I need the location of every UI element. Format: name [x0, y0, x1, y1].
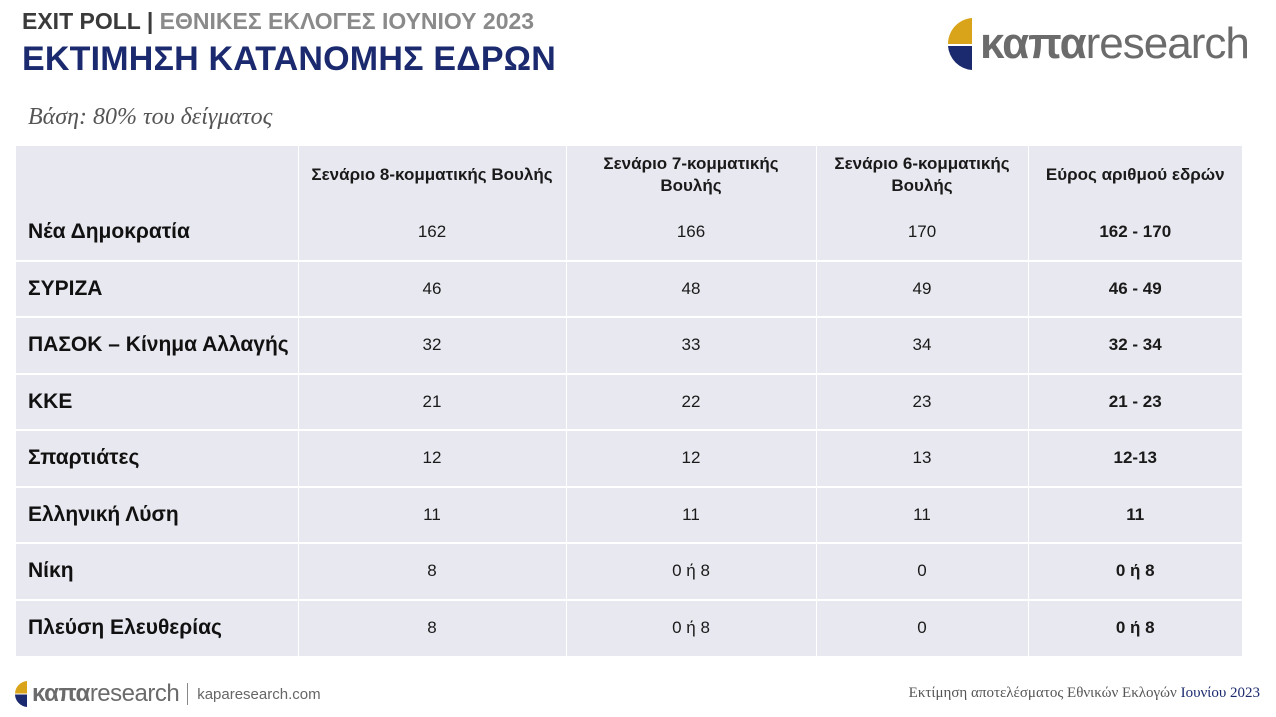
seat-range: 162 - 170 — [1027, 204, 1242, 261]
page-title: ΕΚΤΙΜΗΣΗ ΚΑΤΑΝΟΜΗΣ ΕΔΡΩΝ — [22, 40, 556, 78]
header-scenario-8: Σενάριο 8-κομματικής Βουλής — [297, 146, 566, 204]
footer-wordmark-bold: καπα — [32, 680, 90, 707]
party-name: ΠΑΣΟΚ – Κίνημα Αλλαγής — [16, 316, 298, 374]
party-name: ΚΚΕ — [16, 372, 298, 430]
seats-scenario-7: 12 — [565, 429, 816, 487]
header-overline: EXIT POLL | ΕΘΝΙΚΕΣ ΕΚΛΟΓΕΣ ΙΟΥΝΙΟΥ 2023 — [22, 8, 534, 35]
seats-scenario-8: 32 — [297, 316, 566, 374]
seats-scenario-8: 162 — [297, 204, 566, 261]
election-subtitle: ΕΘΝΙΚΕΣ ΕΚΛΟΓΕΣ ΙΟΥΝΙΟΥ 2023 — [159, 8, 535, 34]
seats-scenario-7: 33 — [565, 316, 816, 374]
table-row: Νίκη 8 0 ή 8 0 0 ή 8 — [16, 542, 1242, 600]
seat-range: 0 ή 8 — [1027, 598, 1242, 656]
seats-scenario-8: 12 — [297, 429, 566, 487]
seats-scenario-6: 23 — [815, 372, 1028, 430]
seats-scenario-6: 34 — [815, 316, 1028, 374]
seats-scenario-7: 0 ή 8 — [565, 542, 816, 600]
party-name: Νέα Δημοκρατία — [28, 219, 190, 243]
seats-scenario-8: 11 — [297, 485, 566, 543]
party-name: Πλεύση Ελευθερίας — [16, 598, 298, 656]
seat-range: 46 - 49 — [1027, 259, 1242, 317]
seats-scenario-8: 46 — [297, 259, 566, 317]
seats-scenario-8: 8 — [297, 542, 566, 600]
footer-logo-mark-icon — [15, 681, 27, 707]
seat-range: 12-13 — [1027, 429, 1242, 487]
logo-wordmark-light: research — [1085, 19, 1250, 68]
seat-range: 11 — [1027, 485, 1242, 543]
exit-poll-label: EXIT POLL — [22, 8, 141, 34]
seats-scenario-8: 21 — [297, 372, 566, 430]
seats-scenario-6: 170 — [815, 204, 1028, 261]
seat-range: 0 ή 8 — [1027, 542, 1242, 600]
table-row: ΚΚΕ 21 22 23 21 - 23 — [16, 372, 1242, 430]
table-row: Νέα Δημοκρατία 162 166 170 162 - 170 — [16, 204, 1242, 261]
header-party-col — [16, 146, 298, 204]
seats-scenario-6: 0 — [815, 542, 1028, 600]
footer-caption-date: Ιουνίου 2023 — [1180, 685, 1260, 701]
seats-scenario-7: 48 — [565, 259, 816, 317]
table-row: ΠΑΣΟΚ – Κίνημα Αλλαγής 32 33 34 32 - 34 — [16, 316, 1242, 374]
seat-estimate-table: Σενάριο 8-κομματικής Βουλής Σενάριο 7-κο… — [16, 146, 1242, 656]
seats-scenario-7: 166 — [565, 204, 816, 261]
footer-divider — [187, 683, 189, 705]
kapa-research-logo: καπαresearch — [946, 16, 1250, 72]
header-scenario-6: Σενάριο 6-κομματικής Βουλής — [815, 146, 1028, 204]
seats-scenario-6: 0 — [815, 598, 1028, 656]
party-name: Νίκη — [16, 542, 298, 600]
header-seat-range: Εύρος αριθμού εδρών — [1027, 146, 1242, 204]
seat-range: 32 - 34 — [1027, 316, 1242, 374]
footer-website-link[interactable]: kaparesearch.com — [197, 685, 321, 703]
party-name: ΣΥΡΙΖΑ — [16, 259, 298, 317]
seats-scenario-7: 11 — [565, 485, 816, 543]
seats-scenario-7: 22 — [565, 372, 816, 430]
seat-range: 21 - 23 — [1027, 372, 1242, 430]
footer-brand: καπαresearch kaparesearch.com — [14, 680, 321, 708]
footer-caption-text: Εκτίμηση αποτελέσματος Εθνικών Εκλογών — [908, 685, 1177, 701]
table-row: Πλεύση Ελευθερίας 8 0 ή 8 0 0 ή 8 — [16, 598, 1242, 656]
party-name: Σπαρτιάτες — [16, 429, 298, 487]
header-scenario-7: Σενάριο 7-κομματικής Βουλής — [565, 146, 816, 204]
seats-scenario-7: 0 ή 8 — [565, 598, 816, 656]
seats-scenario-6: 11 — [815, 485, 1028, 543]
logo-wordmark-bold: καπα — [980, 19, 1087, 68]
seats-scenario-6: 49 — [815, 259, 1028, 317]
header-separator: | — [146, 8, 154, 34]
table-row: Σπαρτιάτες 12 12 13 12-13 — [16, 429, 1242, 487]
logo-wordmark: καπαresearch — [980, 19, 1250, 69]
footer-wordmark-light: research — [89, 680, 180, 707]
seats-scenario-8: 8 — [297, 598, 566, 656]
table-header-row: Σενάριο 8-κομματικής Βουλής Σενάριο 7-κο… — [16, 146, 1242, 204]
footer-caption: Εκτίμηση αποτελέσματος Εθνικών Εκλογών Ι… — [909, 685, 1260, 702]
table-row: Ελληνική Λύση 11 11 11 11 — [16, 485, 1242, 543]
footer-wordmark: καπαresearch — [32, 680, 180, 708]
logo-mark-icon — [947, 18, 972, 70]
seats-scenario-6: 13 — [815, 429, 1028, 487]
sample-base-note: Βάση: 80% του δείγματος — [28, 104, 273, 130]
table-row: ΣΥΡΙΖΑ 46 48 49 46 - 49 — [16, 259, 1242, 317]
party-name: Ελληνική Λύση — [16, 485, 298, 543]
